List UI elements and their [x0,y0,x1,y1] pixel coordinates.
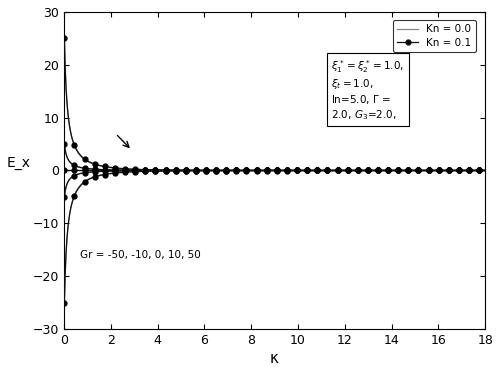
X-axis label: κ: κ [270,351,279,366]
Y-axis label: E_x: E_x [7,157,31,170]
Text: Gr = -50, -10, 0, 10, 50: Gr = -50, -10, 0, 10, 50 [80,250,201,260]
Text: $\xi^*_1=\xi^*_2=1.0,$
$\xi_t=1.0,$
ln=5.0, $\Gamma$ =
2.0, $G_3$=2.0,: $\xi^*_1=\xi^*_2=1.0,$ $\xi_t=1.0,$ ln=5… [332,58,404,122]
Legend: Kn = 0.0, Kn = 0.1: Kn = 0.0, Kn = 0.1 [393,20,475,52]
